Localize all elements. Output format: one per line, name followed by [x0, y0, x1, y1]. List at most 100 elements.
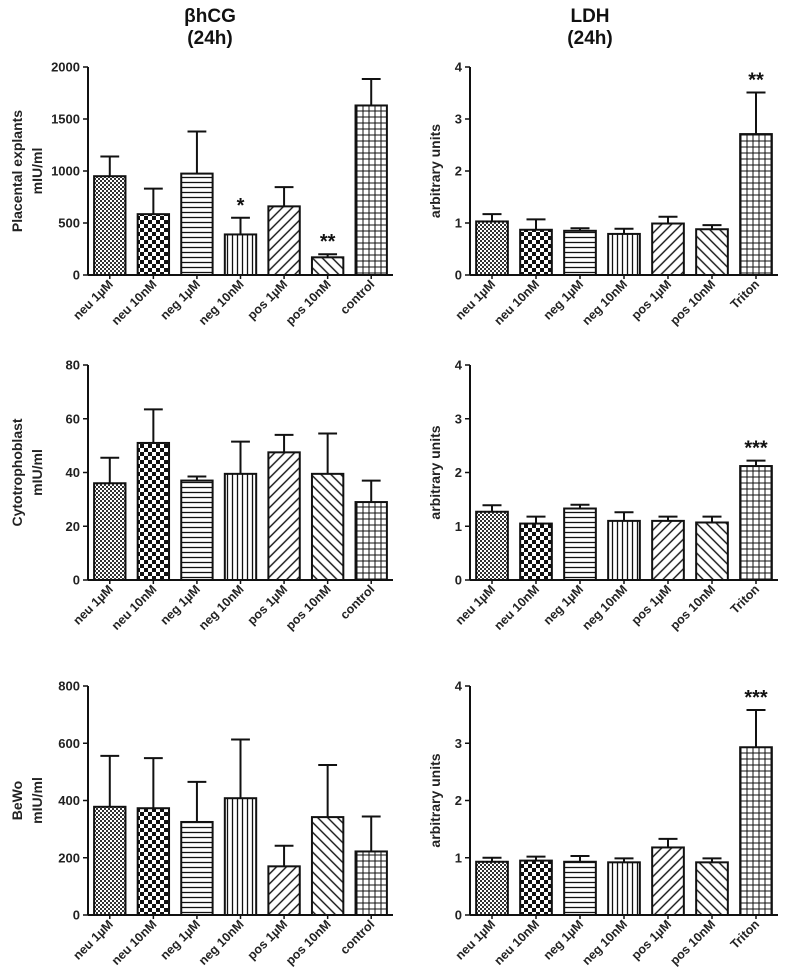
- category-label: neu 10nM: [109, 277, 160, 328]
- category-label: neg 10nM: [196, 917, 247, 968]
- y-tick-label: 3: [455, 736, 462, 751]
- bar: [563, 507, 597, 582]
- y-tick-label: 40: [66, 465, 80, 480]
- y-tick-label: 80: [66, 358, 80, 373]
- category-label: neg 1µM: [158, 277, 203, 322]
- y-axis-label: Placental explants: [9, 110, 25, 232]
- category-label: pos 10nM: [283, 277, 334, 328]
- category-label: neg 1µM: [541, 277, 586, 322]
- category-label: pos 1µM: [629, 277, 674, 322]
- y-tick-label: 1000: [51, 164, 80, 179]
- category-label: pos 1µM: [629, 582, 674, 627]
- y-tick-label: 200: [58, 850, 80, 865]
- bar: [607, 861, 641, 917]
- right-column-title: LDH (24h): [470, 6, 710, 50]
- y-tick-label: 800: [58, 679, 80, 694]
- bar: [93, 175, 127, 276]
- bar: [180, 820, 214, 916]
- category-label: neu 10nM: [491, 582, 542, 633]
- category-label: neu 10nM: [109, 582, 160, 633]
- category-label: neg 10nM: [579, 582, 630, 633]
- category-label: neu 1µM: [453, 582, 498, 627]
- y-tick-label: 0: [455, 908, 462, 923]
- y-tick-label: 3: [455, 411, 462, 426]
- y-tick-label: 400: [58, 793, 80, 808]
- bar: [695, 228, 729, 277]
- bar: [310, 256, 345, 277]
- bar: [651, 519, 685, 581]
- category-label: pos 10nM: [667, 277, 718, 328]
- category-label: neg 1µM: [158, 917, 203, 962]
- bar: [607, 232, 641, 276]
- category-label: neu 1µM: [70, 582, 115, 627]
- significance-label: **: [748, 69, 764, 91]
- y-tick-label: 1: [455, 519, 462, 534]
- y-tick-label: 600: [58, 736, 80, 751]
- category-label: neu 1µM: [70, 277, 115, 322]
- category-label: control: [337, 917, 377, 957]
- bar: [136, 213, 171, 277]
- significance-label: *: [237, 195, 245, 217]
- category-label: neg 10nM: [196, 277, 247, 328]
- y-tick-label: 0: [455, 573, 462, 588]
- category-label: pos 10nM: [283, 917, 334, 968]
- bar: [93, 482, 127, 581]
- bar: [267, 451, 301, 581]
- category-label: pos 1µM: [245, 582, 290, 627]
- bar: [310, 816, 345, 916]
- y-axis-label: arbitrary units: [427, 753, 443, 847]
- y-tick-label: 0: [455, 268, 462, 283]
- category-label: control: [337, 277, 377, 317]
- bar: [223, 797, 258, 917]
- category-label: neg 10nM: [579, 917, 630, 968]
- bar: [180, 479, 214, 581]
- bar: [651, 222, 685, 277]
- category-label: pos 1µM: [245, 917, 290, 962]
- bar: [563, 860, 597, 917]
- category-label: pos 10nM: [283, 582, 334, 633]
- category-label: pos 1µM: [245, 277, 290, 322]
- bar: [136, 441, 171, 581]
- y-tick-label: 2: [455, 793, 462, 808]
- category-label: neu 10nM: [491, 277, 542, 328]
- bar: [93, 805, 127, 916]
- y-tick-label: 1: [455, 850, 462, 865]
- bar: [651, 846, 685, 917]
- left-title-line1: βhCG: [184, 6, 236, 27]
- bar: [223, 472, 258, 581]
- category-label: control: [337, 582, 377, 622]
- y-tick-label: 1500: [51, 112, 80, 127]
- left-column-title: βhCG (24h): [90, 6, 330, 50]
- y-tick-label: 20: [66, 519, 80, 534]
- y-axis-label: mIU/ml: [29, 777, 45, 824]
- category-label: Triton: [728, 917, 762, 951]
- category-label: neu 1µM: [453, 917, 498, 962]
- y-tick-label: 60: [66, 411, 80, 426]
- bar: [519, 859, 553, 916]
- y-tick-label: 2: [455, 164, 462, 179]
- bar: [739, 465, 773, 581]
- y-tick-label: 2000: [51, 60, 80, 75]
- significance-label: **: [320, 231, 336, 253]
- y-tick-label: 500: [58, 216, 80, 231]
- y-tick-label: 4: [455, 679, 463, 694]
- bar: [607, 519, 641, 581]
- category-label: neg 1µM: [541, 582, 586, 627]
- bar: [267, 865, 301, 917]
- bar: [310, 472, 345, 581]
- bar: [354, 850, 388, 917]
- bar: [563, 229, 597, 277]
- significance-label: ***: [744, 687, 768, 709]
- bar: [223, 233, 258, 277]
- category-label: neg 10nM: [579, 277, 630, 328]
- y-tick-label: 0: [73, 908, 80, 923]
- y-axis-label: arbitrary units: [427, 425, 443, 519]
- y-axis-label: BeWo: [9, 781, 25, 820]
- category-label: neu 1µM: [70, 917, 115, 962]
- bar: [267, 205, 301, 276]
- left-title-line2: (24h): [187, 28, 233, 49]
